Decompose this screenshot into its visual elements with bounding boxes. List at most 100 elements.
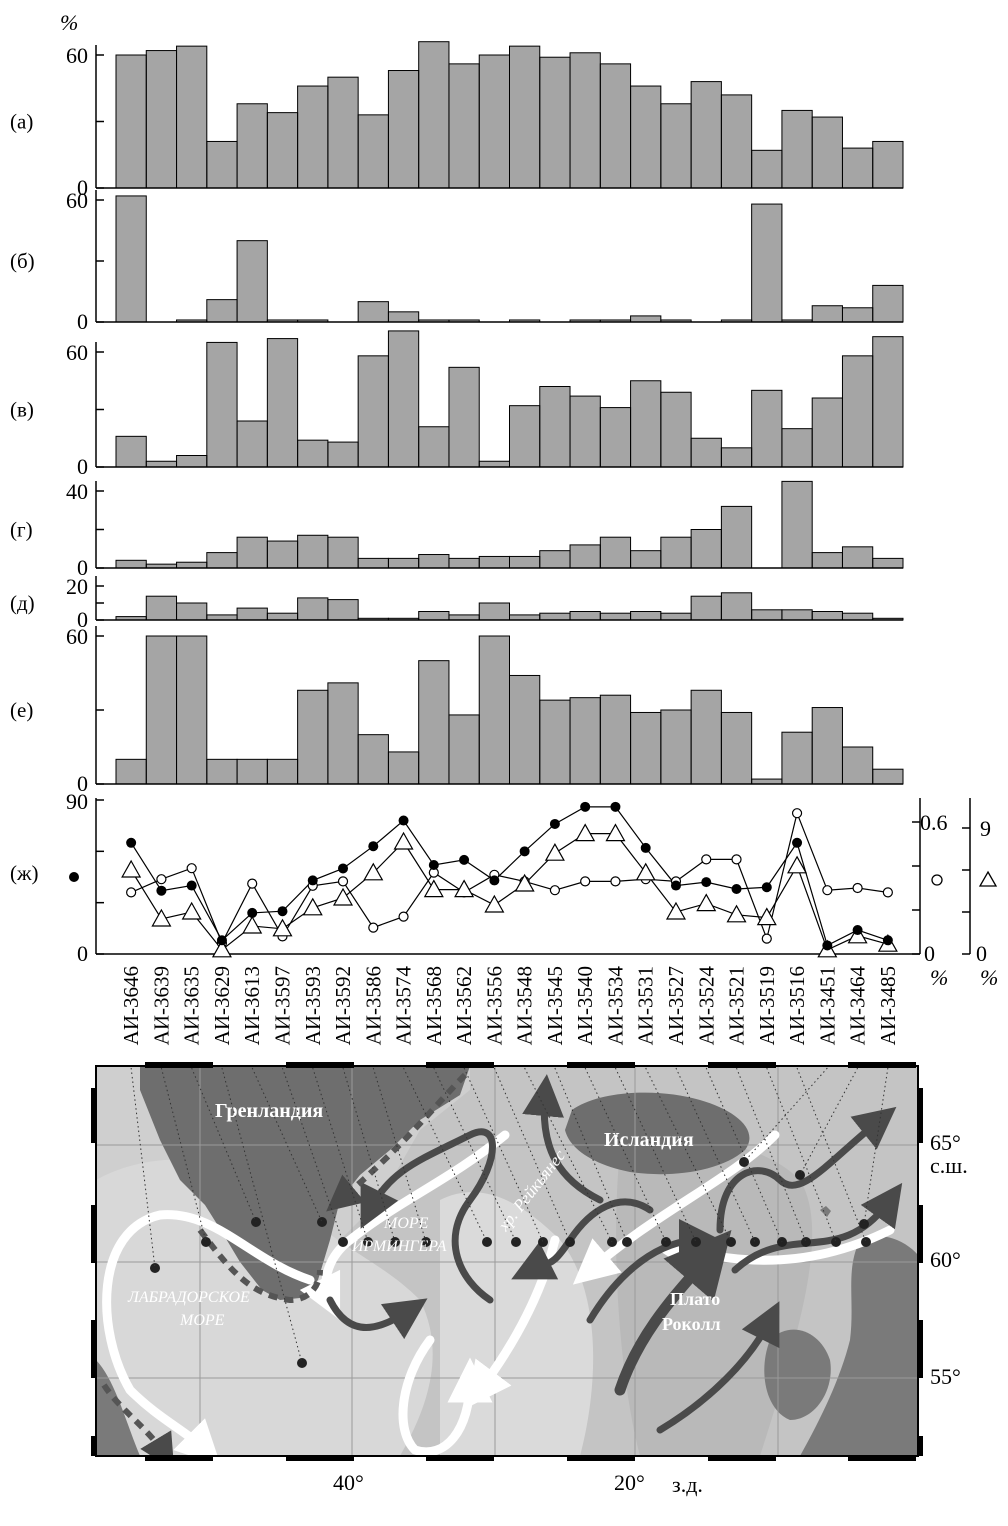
point-filled-АИ-3527	[670, 880, 681, 891]
histogram-fill	[116, 195, 903, 322]
panel-label: (г)	[10, 518, 33, 542]
leader-АИ-3451	[743, 1067, 828, 1163]
point-filled-АИ-3545	[549, 818, 560, 829]
y-tick-label-max: 60	[66, 43, 88, 68]
right2-unit-label: %	[980, 965, 998, 990]
leader-АИ-3597	[282, 1067, 344, 1243]
point-triangle-АИ-3592	[332, 887, 354, 906]
leader-АИ-3527	[675, 1067, 756, 1243]
station-label-АИ-3556: АИ-3556	[482, 966, 506, 1045]
station-label-АИ-3545: АИ-3545	[543, 966, 567, 1045]
east-greenland-dashed-current	[326, 1072, 468, 1212]
point-filled-АИ-3613	[247, 907, 258, 918]
point-triangle-АИ-3524	[696, 893, 717, 912]
leader-АИ-3531	[645, 1067, 732, 1243]
point-filled-АИ-3516	[792, 837, 803, 848]
scotland-land	[800, 1235, 918, 1456]
abyssal-plain	[96, 1159, 433, 1456]
light-currents	[102, 1130, 895, 1456]
panel-label: (а)	[10, 110, 33, 134]
point-triangle-АИ-3521	[726, 904, 747, 923]
point-filled-АИ-3521	[731, 883, 742, 894]
leader-АИ-3593	[312, 1067, 369, 1243]
panel-label: (б)	[10, 249, 35, 273]
station-label-АИ-3562: АИ-3562	[452, 966, 476, 1045]
lat-label-60: 60°	[930, 1247, 961, 1272]
series-open-circle-line	[130, 811, 888, 945]
lon-label-20: 20°	[614, 1470, 645, 1495]
point-filled-АИ-3531	[640, 842, 651, 853]
panel-4: 0 40 (г)	[10, 479, 904, 580]
right2-tick-label-max: 9	[980, 816, 991, 841]
northeast-dark-current-1	[716, 1106, 897, 1234]
y-tick-label-0: 0	[77, 771, 88, 796]
point-triangle-АИ-3556	[484, 894, 505, 913]
labrador-label-2: МОРЕ	[179, 1312, 225, 1329]
point-filled-АИ-3629	[216, 935, 227, 946]
station-leader-lines	[130, 1067, 889, 1364]
station-label-АИ-3586: АИ-3586	[361, 966, 385, 1045]
leader-АИ-3548	[524, 1067, 613, 1243]
point-triangle-АИ-3545	[544, 842, 565, 861]
rockall-label-1: Плато	[670, 1289, 720, 1309]
lat-label-65: 65°	[930, 1130, 961, 1155]
point-open-АИ-3524	[701, 854, 712, 865]
point-filled-АИ-3568	[428, 860, 439, 871]
rockall-dark-current-2	[614, 1229, 732, 1396]
station-labels: АИ-3646 АИ-3639 АИ-3635 АИ-3629 АИ-3613 АИ-35…	[119, 966, 900, 1046]
y-tick-label-max: 60	[66, 624, 88, 649]
y-tick-label-0: 0	[77, 555, 88, 580]
leader-АИ-3586	[372, 1067, 427, 1243]
irminger-dark-eddy	[326, 1296, 428, 1340]
station-label-АИ-3516: АИ-3516	[785, 966, 809, 1045]
iceland-land	[565, 1092, 750, 1175]
station-label-АИ-3519: АИ-3519	[755, 966, 779, 1045]
point-open-АИ-3592	[337, 876, 349, 887]
leader-АИ-3646	[130, 1067, 156, 1269]
point-open-АИ-3574	[398, 911, 409, 922]
station-label-АИ-3521: АИ-3521	[725, 966, 749, 1045]
labrador-dashed-current	[101, 1383, 175, 1456]
rockall-label-2: Роколл	[662, 1314, 721, 1334]
station-label-АИ-3485: АИ-3485	[876, 966, 900, 1045]
y-tick-label-0: 0	[77, 309, 88, 334]
histogram-fill	[116, 481, 903, 568]
bar-panels: 060(а)060(б)060(в)040(г)020(д)060(е)%	[10, 10, 904, 796]
station-label-АИ-3646: АИ-3646	[119, 966, 143, 1045]
point-filled-АИ-3464	[852, 925, 863, 936]
panel-3: 0 60 (в)	[10, 330, 904, 479]
point-filled-АИ-3574	[398, 815, 409, 826]
station-label-АИ-3574: АИ-3574	[392, 966, 416, 1046]
point-triangle-АИ-3635	[181, 901, 202, 920]
station-label-АИ-3540: АИ-3540	[573, 966, 597, 1045]
leader-АИ-3534	[614, 1067, 697, 1243]
irminger-label-1: МОРЕ	[383, 1215, 429, 1232]
faroe-land	[820, 1206, 831, 1217]
station-label-АИ-3568: АИ-3568	[422, 966, 446, 1045]
y-tick-label-max: 40	[66, 479, 88, 504]
lon-label-40: 40°	[333, 1470, 364, 1495]
panel-2: 0 60 (б)	[10, 188, 904, 334]
leader-АИ-3562	[463, 1067, 544, 1243]
point-open-АИ-3516	[791, 808, 803, 819]
point-filled-АИ-3646	[126, 837, 137, 848]
right1-tick-label-0: 0	[924, 941, 935, 966]
point-open-АИ-3646	[126, 887, 137, 898]
leader-АИ-3635	[191, 1067, 257, 1223]
east-greenland-white-current	[398, 1335, 493, 1456]
point-triangle-АИ-3531	[635, 862, 656, 881]
greenland-label: Гренландия	[215, 1100, 323, 1122]
point-triangle-АИ-3646	[121, 859, 142, 878]
panel-label: (е)	[10, 698, 33, 722]
y-tick-label-max: 60	[66, 188, 88, 213]
point-triangle-АИ-3540	[575, 823, 596, 842]
y-tick-label-0: 0	[77, 454, 88, 479]
legend-triangle-marker	[978, 870, 998, 887]
lon-label-west: з.д.	[672, 1472, 703, 1497]
line-panel: 0 90 0 0.6 0 9% % (ж)	[10, 789, 998, 990]
point-triangle-АИ-3639	[151, 908, 172, 927]
right2-tick-label-0: 0	[976, 941, 987, 966]
y-tick-label-max: 20	[66, 574, 88, 599]
station-label-АИ-3527: АИ-3527	[664, 966, 688, 1045]
